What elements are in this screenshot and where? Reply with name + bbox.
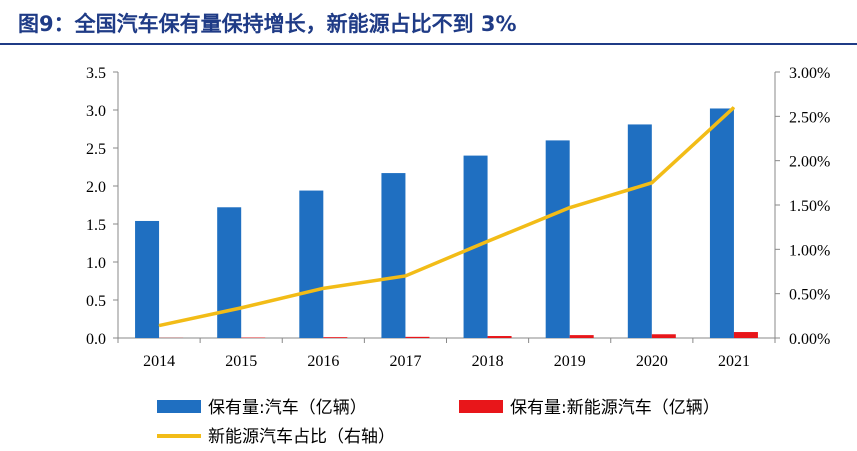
x-axis-tick-label: 2017: [389, 353, 421, 370]
bar-nev-2018: [487, 336, 512, 338]
bars: [135, 108, 758, 338]
legend-label-nev: 保有量:新能源汽车（亿辆）: [510, 398, 720, 418]
right-axis-tick-label: 1.00%: [789, 242, 830, 259]
right-axis-tick-label: 3.00%: [789, 65, 830, 82]
left-axis-tick-label: 3.5: [86, 65, 106, 82]
left-axis-tick-label: 0.0: [86, 331, 106, 348]
legend-label-auto: 保有量:汽车（亿辆）: [208, 398, 367, 418]
bar-auto-2021: [709, 108, 734, 338]
left-axis-tick-label: 2.5: [86, 141, 106, 158]
share-point-2019: [569, 207, 571, 209]
x-axis-tick-label: 2018: [472, 353, 504, 370]
share-point-2014: [158, 325, 160, 327]
left-axis-tick-label: 1.0: [86, 255, 106, 272]
left-axis-tick-label: 1.5: [86, 217, 106, 234]
left-axis-tick-label: 0.5: [86, 293, 106, 310]
bar-nev-2021: [733, 332, 758, 338]
bar-auto-2019: [545, 140, 570, 338]
left-axis-tick-label: 2.0: [86, 179, 106, 196]
legend-label-share: 新能源汽车占比（右轴）: [208, 427, 395, 447]
x-axis-tick-label: 2015: [225, 353, 257, 370]
x-axis-tick-label: 2019: [554, 353, 586, 370]
share-point-2018: [487, 240, 489, 242]
share-point-2020: [651, 182, 653, 184]
left-axis-tick-label: 3.0: [86, 103, 106, 120]
bar-nev-2020: [651, 334, 676, 338]
share-point-2015: [240, 307, 242, 309]
legend-swatch-nev: [459, 400, 503, 413]
title-divider: [0, 43, 857, 45]
bar-auto-2020: [627, 124, 652, 338]
bar-auto-2014: [135, 220, 160, 338]
bar-auto-2017: [381, 173, 406, 338]
axes: 0.0 0.5 1.0 1.5 2.0 2.5 3.0 3.5 0.00% 0.50% 1.00% 1…: [86, 65, 830, 370]
right-axis-tick-label: 2.00%: [789, 154, 830, 171]
share-point-2017: [404, 275, 406, 277]
share-line-path: [158, 106, 736, 328]
bar-nev-2019: [569, 335, 594, 338]
right-axis-tick-label: 2.50%: [789, 109, 830, 126]
x-axis-tick-label: 2021: [718, 353, 750, 370]
share-line: [158, 106, 736, 328]
bar-nev-2016: [323, 337, 348, 338]
bar-nev-2017: [405, 336, 430, 338]
x-axis-tick-label: 2016: [307, 353, 339, 370]
chart-title: 图9：全国汽车保有量保持增长，新能源占比不到 3%: [18, 12, 517, 36]
right-axis-tick-label: 0.00%: [789, 331, 830, 348]
x-axis-tick-label: 2020: [636, 353, 668, 370]
x-axis-tick-label: 2014: [143, 353, 175, 370]
legend-swatch-auto: [157, 400, 201, 413]
share-point-2016: [322, 287, 324, 289]
bar-auto-2016: [299, 190, 324, 338]
legend: 保有量:汽车（亿辆） 保有量:新能源汽车（亿辆） 新能源汽车占比（右轴）: [157, 398, 720, 447]
bar-auto-2015: [217, 207, 242, 338]
title-bar: 图9：全国汽车保有量保持增长，新能源占比不到 3%: [0, 0, 857, 45]
share-point-2021: [733, 106, 735, 108]
right-axis-tick-label: 0.50%: [789, 287, 830, 304]
right-axis-tick-label: 1.50%: [789, 198, 830, 215]
